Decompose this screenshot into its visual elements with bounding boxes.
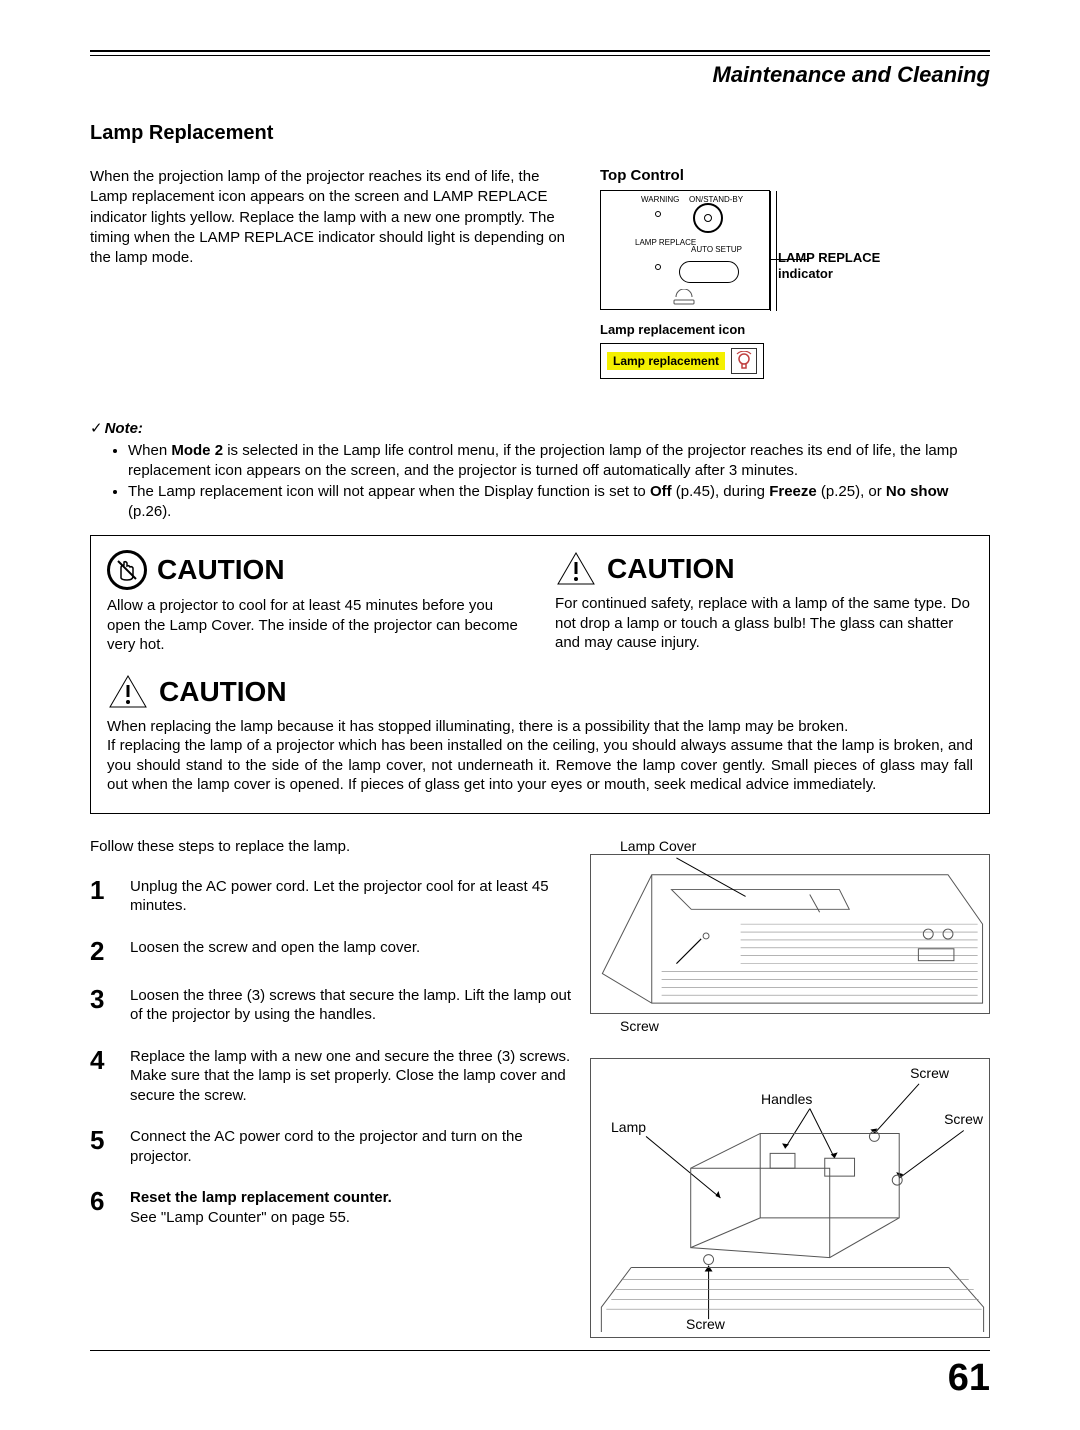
step-text: Reset the lamp replacement counter.See "…	[130, 1188, 580, 1227]
diagram-label-lamp: Lamp	[611, 1119, 646, 1135]
lock-icon	[673, 289, 695, 305]
section-title: Lamp Replacement	[90, 122, 990, 145]
diagram-label-lamp-cover: Lamp Cover	[620, 838, 990, 854]
led-dot	[655, 211, 661, 217]
diagram-label-handles: Handles	[761, 1091, 812, 1107]
step-number: 5	[90, 1127, 112, 1166]
no-touch-icon	[107, 550, 147, 590]
step-number: 2	[90, 938, 112, 964]
leader-line	[776, 191, 777, 311]
steps-area: Follow these steps to replace the lamp. …	[90, 838, 990, 1338]
warning-label: WARNING	[641, 195, 679, 204]
lamp-replace-label: LAMP REPLACE	[635, 239, 696, 247]
step-row: 6 Reset the lamp replacement counter.See …	[90, 1188, 580, 1227]
warning-triangle-icon	[555, 550, 597, 588]
step-text: Connect the AC power cord to the project…	[130, 1127, 580, 1166]
step-text: Unplug the AC power cord. Let the projec…	[130, 877, 580, 916]
leader-line	[770, 191, 771, 311]
caution-3: CAUTION When replacing the lamp because …	[107, 673, 973, 795]
diagram-label-screw: Screw	[944, 1111, 983, 1127]
caution-heading: CAUTION	[157, 554, 285, 586]
step-row: 4 Replace the lamp with a new one and sec…	[90, 1047, 580, 1106]
note-item: When Mode 2 is selected in the Lamp life…	[128, 441, 990, 480]
step-row: 5 Connect the AC power cord to the projec…	[90, 1127, 580, 1166]
step-text: Loosen the three (3) screws that secure …	[130, 986, 580, 1025]
caution-text: Allow a projector to cool for at least 4…	[107, 596, 525, 655]
leader-line	[769, 259, 809, 260]
top-control-figure: Top Control WARNING ON/STAND-BY LAMP REP…	[600, 167, 990, 379]
steps-intro: Follow these steps to replace the lamp.	[90, 838, 580, 855]
manual-page: Maintenance and Cleaning Lamp Replacemen…	[0, 0, 1080, 1430]
lamp-replacement-chip-text: Lamp replacement	[607, 352, 725, 370]
lamp-replace-callout: LAMP REPLACE indicator	[778, 250, 880, 283]
caution-2: CAUTION For continued safety, replace wi…	[555, 550, 973, 655]
oval-button-icon	[679, 261, 739, 283]
caution-heading: CAUTION	[607, 553, 735, 585]
step-number: 6	[90, 1188, 112, 1227]
auto-setup-label: AUTO SETUP	[691, 245, 742, 254]
step-row: 1 Unplug the AC power cord. Let the proje…	[90, 877, 580, 916]
step-row: 3 Loosen the three (3) screws that secure…	[90, 986, 580, 1025]
note-block: ✓Note: When Mode 2 is selected in the La…	[90, 419, 990, 521]
note-heading: Note:	[105, 420, 143, 437]
rule	[90, 50, 990, 52]
top-control-panel: WARNING ON/STAND-BY LAMP REPLACE AUTO SE…	[600, 190, 770, 310]
bulb-icon	[731, 348, 757, 374]
lamp-replacement-icon-label: Lamp replacement icon	[600, 322, 990, 337]
standby-label: ON/STAND-BY	[689, 195, 743, 204]
check-icon: ✓	[90, 420, 103, 437]
caution-text: When replacing the lamp because it has s…	[107, 717, 973, 795]
lamp-cover-diagram	[590, 854, 990, 1014]
step-number: 1	[90, 877, 112, 916]
step-number: 4	[90, 1047, 112, 1106]
lamp-replacement-icon: Lamp replacement	[600, 343, 764, 379]
diagram-label-screw: Screw	[620, 1018, 990, 1034]
led-dot	[655, 264, 661, 270]
top-control-title: Top Control	[600, 167, 990, 184]
page-number: 61	[90, 1357, 990, 1400]
page-header: Maintenance and Cleaning	[90, 62, 990, 88]
power-button-icon	[693, 203, 723, 233]
callout-line: indicator	[778, 266, 880, 282]
step-number: 3	[90, 986, 112, 1025]
rule	[90, 55, 990, 56]
rule	[90, 1350, 990, 1351]
note-item: The Lamp replacement icon will not appea…	[128, 482, 990, 521]
diagram-label-screw: Screw	[686, 1316, 725, 1332]
caution-text: For continued safety, replace with a lam…	[555, 594, 973, 653]
warning-triangle-icon	[107, 673, 149, 711]
intro-text: When the projection lamp of the projecto…	[90, 167, 570, 379]
step-row: 2 Loosen the screw and open the lamp cove…	[90, 938, 580, 964]
diagram-label-screw: Screw	[910, 1065, 949, 1081]
caution-heading: CAUTION	[159, 676, 287, 708]
step-text: Loosen the screw and open the lamp cover…	[130, 938, 580, 964]
intro-row: When the projection lamp of the projecto…	[90, 167, 990, 379]
diagram-column: Lamp Cover	[590, 838, 990, 1338]
caution-1: CAUTION Allow a projector to cool for at…	[107, 550, 525, 655]
step-text: Replace the lamp with a new one and secu…	[130, 1047, 580, 1106]
lamp-assembly-diagram: Screw Handles Screw Lamp Screw	[590, 1058, 990, 1338]
caution-box: CAUTION Allow a projector to cool for at…	[90, 535, 990, 814]
